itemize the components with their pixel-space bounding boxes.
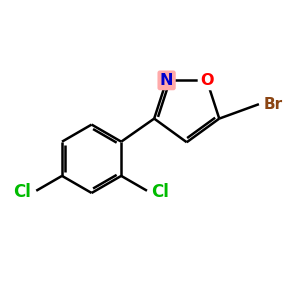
Text: N: N xyxy=(160,73,173,88)
Text: O: O xyxy=(200,73,214,88)
Text: Cl: Cl xyxy=(151,184,169,202)
Text: Br: Br xyxy=(264,97,283,112)
Text: Cl: Cl xyxy=(13,184,31,202)
